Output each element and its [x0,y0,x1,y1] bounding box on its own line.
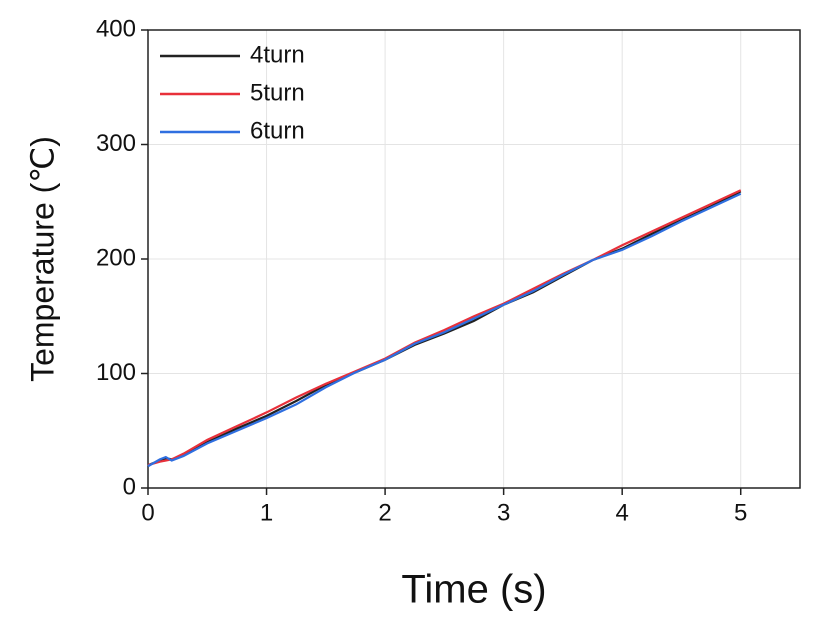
x-tick-label: 4 [616,499,629,526]
plot-frame [147,29,801,489]
y-tick-label: 200 [96,244,136,271]
x-tick-label: 2 [378,499,391,526]
y-axis-label: Temperature (℃) [24,136,60,382]
legend-label: 6turn [250,117,305,144]
y-tick-label: 300 [96,130,136,157]
x-tick-label: 1 [260,499,273,526]
legend-label: 4turn [250,41,305,68]
x-tick-label: 3 [497,499,510,526]
y-tick-label: 100 [96,359,136,386]
series-line [147,189,742,467]
x-tick-label: 0 [141,499,154,526]
x-axis-label: Time (s) [401,568,546,612]
y-tick-label: 400 [96,15,136,42]
x-tick-label: 5 [734,499,747,526]
series-line [147,192,742,468]
y-tick-label: 0 [123,473,136,500]
legend-label: 5turn [250,79,305,106]
